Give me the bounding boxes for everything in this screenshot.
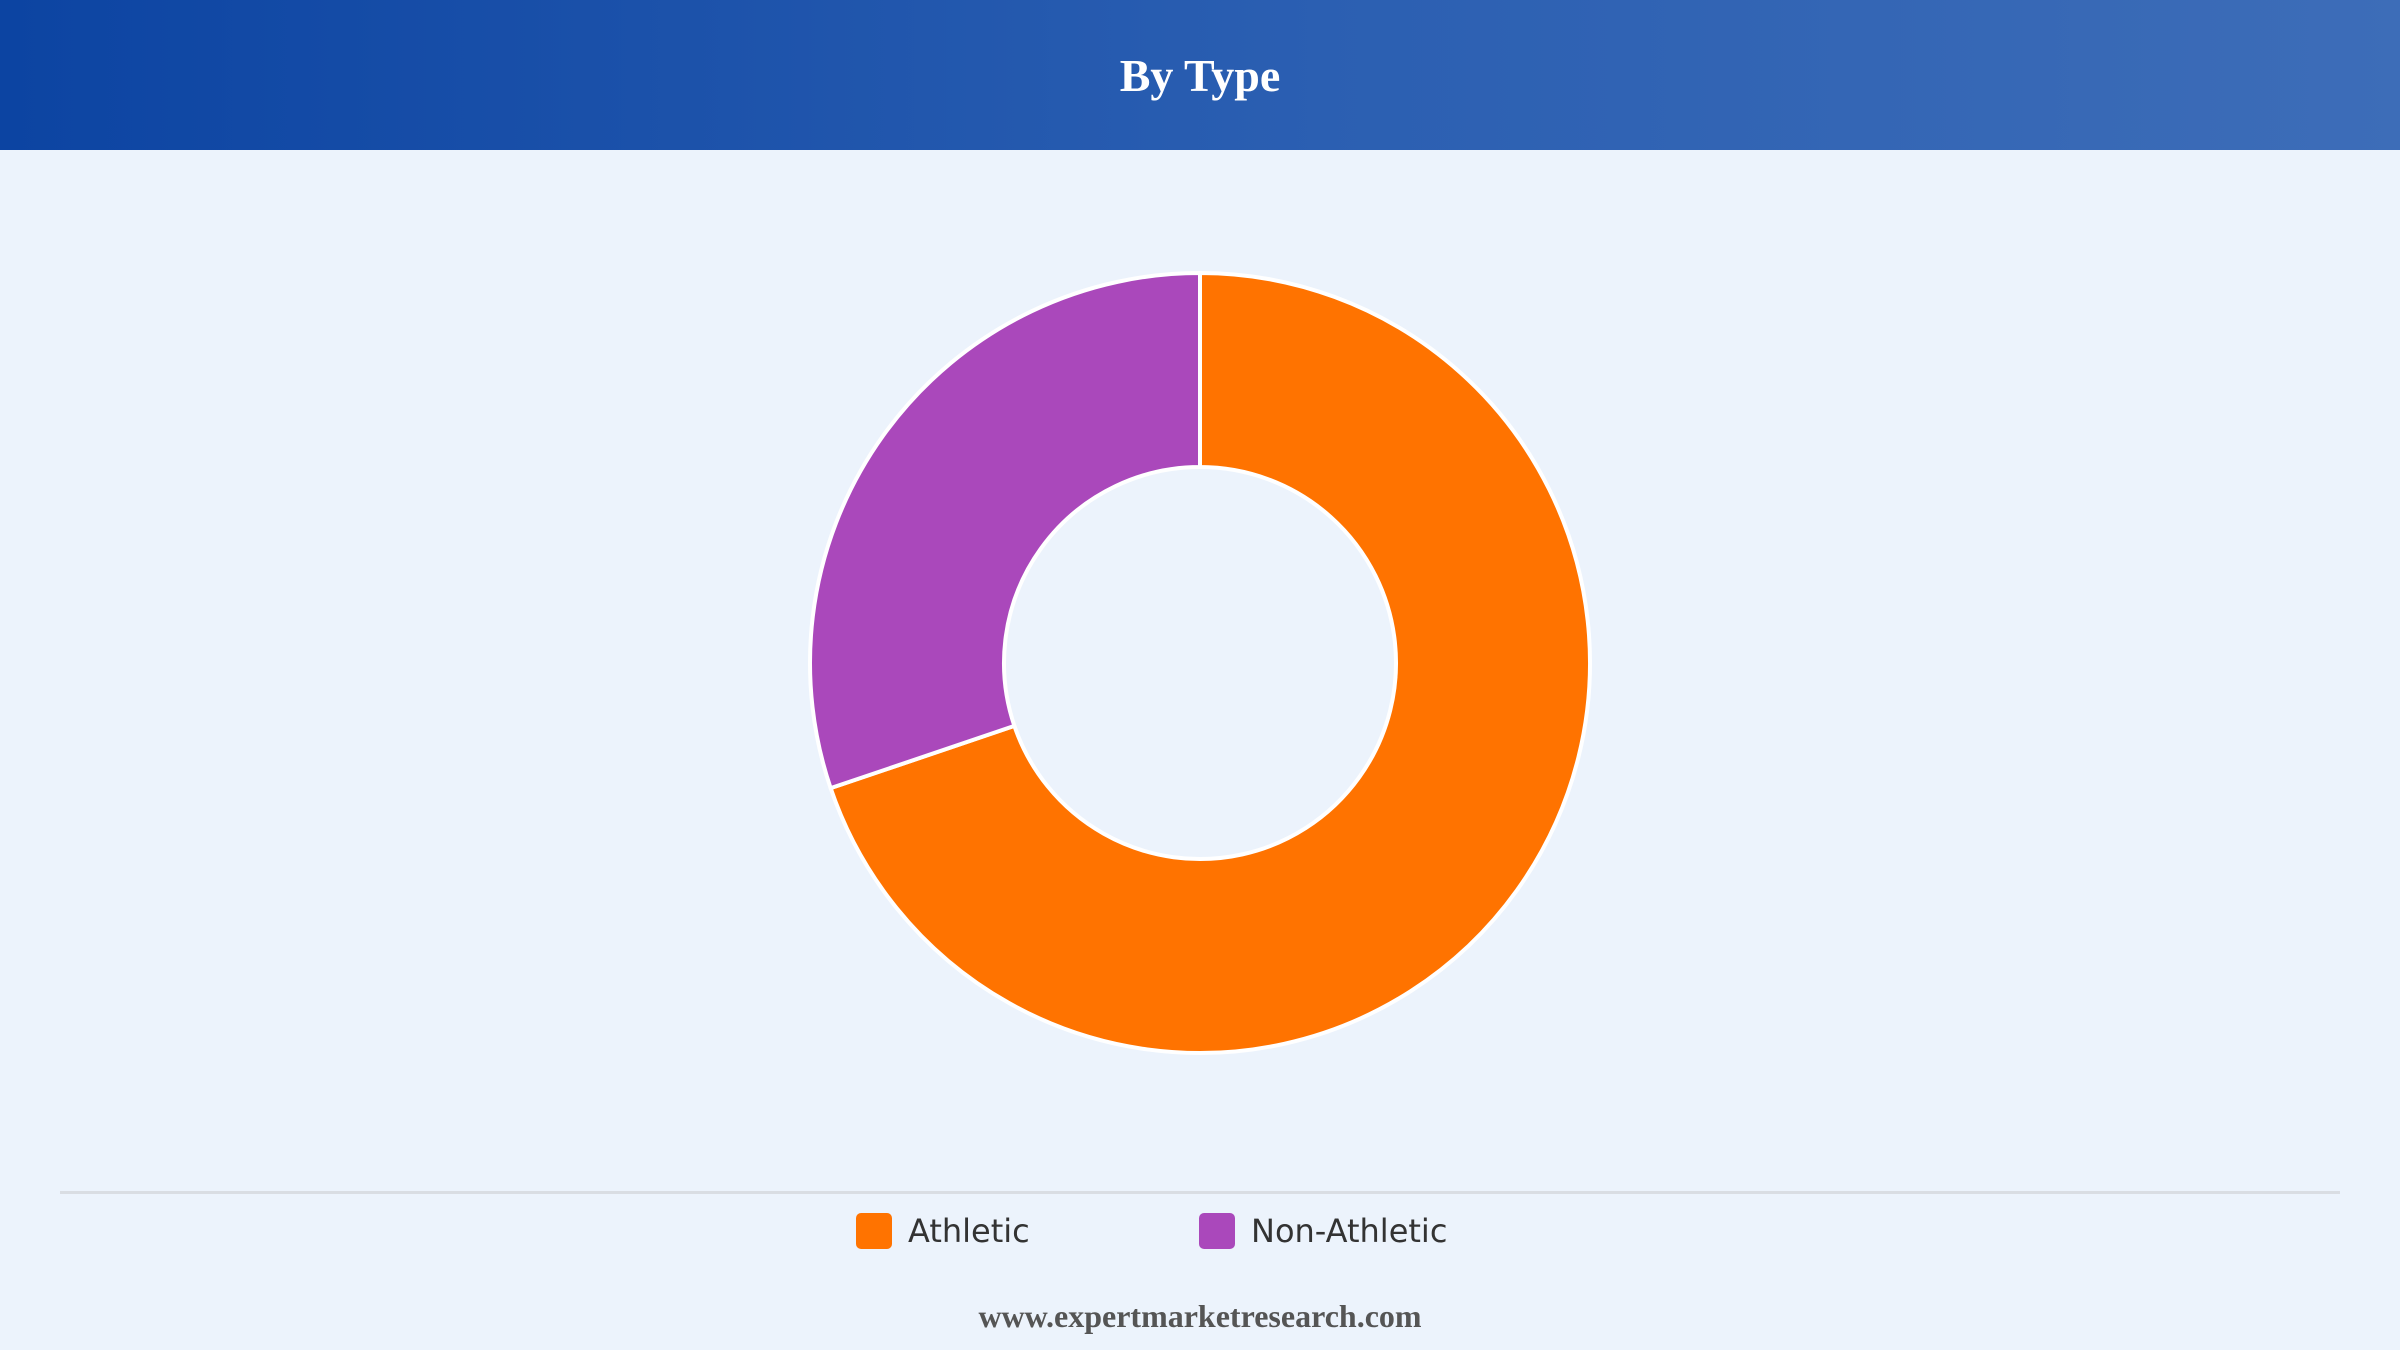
legend-item-non-athletic[interactable]: Non-Athletic [1199,1207,1447,1255]
header-banner: By Type [0,0,2400,150]
divider [60,1191,2340,1194]
legend-item-athletic[interactable]: Athletic [856,1207,1030,1255]
chart-title: By Type [1119,49,1281,101]
chart-area [0,150,2400,1190]
donut-slice-athletic[interactable] [828,271,1592,1055]
legend-label-non-athletic: Non-Athletic [1251,1212,1448,1250]
footer-source: www.expertmarketresearch.com [978,1298,1422,1334]
legend: Athletic Non-Athletic [0,1207,2400,1255]
legend-label-athletic: Athletic [908,1212,1030,1250]
donut-chart [808,271,1592,1055]
legend-swatch-non-athletic [1199,1213,1235,1249]
donut-slice-non-athletic[interactable] [808,271,1202,791]
legend-swatch-athletic [856,1213,892,1249]
